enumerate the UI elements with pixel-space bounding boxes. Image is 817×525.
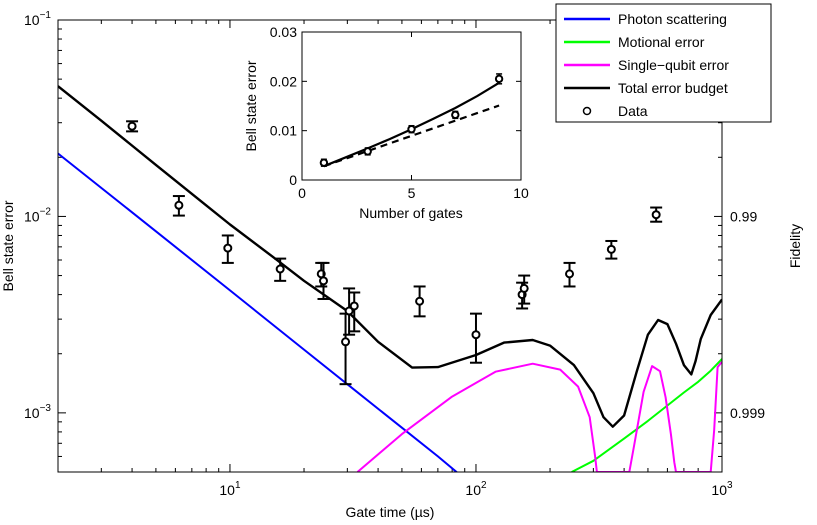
data-point <box>344 306 354 316</box>
y-tick-label: 10−3 <box>24 403 51 421</box>
legend-label: Photon scattering <box>618 11 727 27</box>
inset-data-point <box>494 74 504 84</box>
inset-y-tick-label: 0.02 <box>270 73 297 89</box>
data-point <box>275 264 285 274</box>
data-point <box>341 337 351 347</box>
y-tick-label: 10−2 <box>24 206 51 224</box>
data-point <box>223 243 233 253</box>
inset-x-tick-label: 10 <box>513 185 529 201</box>
data-point <box>606 244 616 254</box>
inset-y-axis-label: Bell state error <box>243 60 259 151</box>
legend-label: Motional error <box>618 34 705 50</box>
inset-x-axis-label: Number of gates <box>359 205 463 221</box>
inset-data-point <box>451 110 460 120</box>
data-point <box>651 210 661 220</box>
legend-label: Data <box>618 103 648 119</box>
data-point <box>415 296 425 306</box>
inset-y-tick-label: 0.01 <box>270 123 297 139</box>
y-axis-label-right: Fidelity <box>787 224 803 268</box>
inset-dashed-fit-line <box>323 104 500 168</box>
inset-data-point <box>319 158 329 167</box>
legend-box <box>555 3 772 123</box>
data-point <box>349 301 359 311</box>
data-point <box>565 269 575 279</box>
inset-y-tick-label: 0.03 <box>270 24 297 40</box>
legend: Photon scattering Motional error Single−qu… <box>555 3 772 123</box>
inset-y-tick-label: 0 <box>289 172 297 188</box>
single-qubit-errorline <box>356 361 722 472</box>
legend-swatch-marker <box>582 106 592 116</box>
x-tick-label: 102 <box>465 480 487 498</box>
total-error-budgetline <box>58 85 722 428</box>
inset-x-tick-label: 5 <box>408 185 416 201</box>
x-tick-label: 101 <box>219 480 241 498</box>
inset-plot-area <box>302 32 521 180</box>
y-axis-label: Bell state error <box>0 200 16 291</box>
data-point <box>318 276 328 286</box>
inset-data-point <box>363 147 372 156</box>
inset-x-tick-label: 0 <box>298 185 306 201</box>
inset-data-point <box>407 124 416 134</box>
main-plot-frame <box>57 19 723 473</box>
photon-scatteringline <box>58 152 459 472</box>
fidelity-tick-label: 0.99 <box>730 208 757 224</box>
fidelity-tick-label: 0.999 <box>730 405 765 421</box>
x-tick-label: 103 <box>711 480 733 498</box>
x-axis-label: Gate time (µs) <box>346 504 435 520</box>
legend-label: Single−qubit error <box>618 57 729 73</box>
data-point <box>471 330 481 340</box>
data-point <box>519 283 529 293</box>
data-point <box>127 121 137 131</box>
y-tick-label: 10−1 <box>24 10 51 28</box>
data-point <box>174 200 184 210</box>
legend-label: Total error budget <box>618 80 728 96</box>
inset-plot-frame <box>301 31 522 181</box>
